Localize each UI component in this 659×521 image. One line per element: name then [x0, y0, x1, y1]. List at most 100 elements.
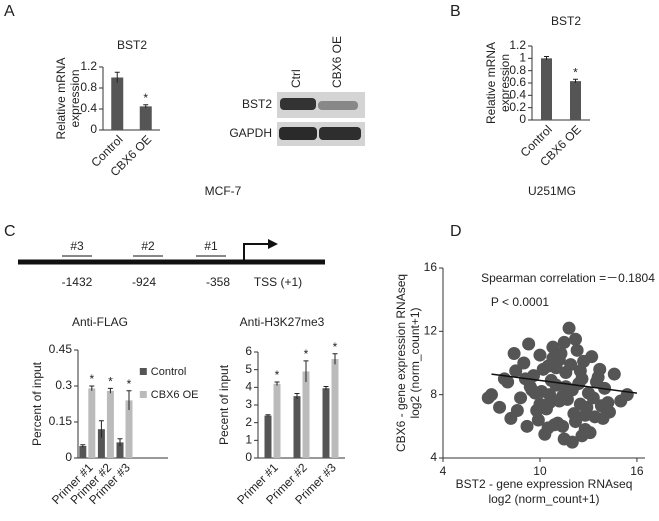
- trend-line: [491, 373, 638, 394]
- y-axis-label: expression: [498, 54, 512, 112]
- blot-row-label: BST2: [242, 97, 272, 111]
- site-label: #1: [204, 239, 218, 253]
- scatter-point: [533, 348, 547, 362]
- panel-label: B: [450, 3, 461, 20]
- tss-arrow: [243, 243, 270, 262]
- scatter-point: [552, 394, 566, 408]
- bar: [139, 106, 152, 130]
- panel-label: C: [4, 223, 16, 240]
- y-tick-label: 3: [245, 397, 252, 411]
- y-tick-label: 0.6: [509, 75, 526, 89]
- bar: [125, 400, 133, 458]
- y-tick-label: 0: [519, 112, 526, 126]
- scatter-point: [564, 358, 578, 372]
- blot-row-label: GAPDH: [229, 126, 272, 140]
- y-tick-label: 16: [424, 260, 438, 274]
- chart-title: BST2: [117, 38, 147, 52]
- error-bar: [323, 385, 329, 390]
- scatter-point: [493, 400, 507, 414]
- significance-mark: *: [127, 377, 132, 391]
- scatter-point: [557, 335, 571, 349]
- scatter-point: [556, 419, 570, 433]
- scatter-point: [528, 386, 542, 400]
- significance-mark: *: [108, 375, 113, 389]
- site-label: #3: [70, 239, 84, 253]
- blot-lane-label: Ctrl: [289, 69, 303, 88]
- error-bar: [303, 360, 309, 383]
- scatter-point: [569, 332, 583, 346]
- annotation: P < 0.0001: [491, 295, 549, 309]
- scatter-point: [562, 321, 576, 335]
- western-blot: BST2 GAPDH Ctrl CBX6 OE: [229, 36, 365, 146]
- site-label: #2: [141, 239, 155, 253]
- scatter-point: [573, 364, 587, 378]
- scatter-point: [536, 362, 550, 376]
- scatter-point: [575, 429, 589, 443]
- site-position: -1432: [62, 275, 93, 289]
- chart-title: Anti-FLAG: [72, 315, 128, 329]
- y-tick-label: 12: [424, 324, 438, 338]
- y-tick-label: 1: [245, 433, 252, 447]
- significance-mark: *: [333, 340, 338, 354]
- scatter-point: [533, 397, 547, 411]
- y-tick-label: 4: [245, 380, 252, 394]
- error-bar: [265, 414, 271, 417]
- scatter-point: [607, 367, 621, 381]
- bar: [302, 371, 310, 458]
- scatter-point: [578, 408, 592, 422]
- y-axis-label: expression: [68, 69, 82, 127]
- x-axis-label: BST2 - gene expression RNAseq: [456, 477, 633, 491]
- error-bar: [107, 387, 113, 394]
- site-position: -358: [206, 275, 230, 289]
- y-tick-label: 1.2: [80, 59, 97, 73]
- scatter-point: [590, 375, 604, 389]
- scatter-point: [541, 421, 555, 435]
- significance-mark: *: [275, 368, 280, 382]
- y-axis-label: Relative mRNA: [484, 42, 498, 124]
- y-tick-label: 6: [245, 344, 252, 358]
- bar: [570, 81, 581, 120]
- band: [280, 98, 316, 110]
- scatter-point: [593, 362, 607, 376]
- error-bar: [114, 71, 120, 83]
- significance-mark: *: [304, 347, 309, 361]
- scatter-point: [543, 388, 557, 402]
- x-axis-label: log2 (norm_count+1): [488, 492, 599, 506]
- bar: [106, 390, 114, 458]
- y-tick-label: 0.8: [509, 63, 526, 77]
- caption: U251MG: [528, 184, 576, 198]
- scatter-point: [544, 373, 558, 387]
- promoter-diagram: #3 #2 #1 -1432 -924 -358 TSS (+1): [18, 239, 325, 289]
- scatter-point: [586, 391, 600, 405]
- error-bar: [332, 353, 338, 365]
- scatter-point: [510, 404, 524, 417]
- scatter-point: [572, 377, 586, 391]
- y-axis-label: Relative mRNA: [54, 57, 68, 139]
- scatter-point: [596, 411, 610, 425]
- y-tick-label: 0: [90, 122, 97, 136]
- bar: [116, 442, 124, 458]
- bar: [79, 446, 87, 458]
- y-tick-label: 0.3: [55, 378, 72, 392]
- significance-mark: *: [89, 372, 94, 386]
- bar: [264, 415, 272, 458]
- x-tick-label: 4: [440, 464, 447, 478]
- scatter-point: [620, 388, 634, 402]
- panel-label: A: [4, 3, 15, 20]
- scatter-point: [481, 391, 495, 405]
- y-tick-label: 8: [430, 387, 437, 401]
- scatter-point: [522, 337, 536, 351]
- chart-title: BST2: [551, 14, 581, 28]
- scatter-point: [531, 413, 545, 427]
- error-bar: [126, 390, 132, 410]
- y-axis-label: log2 (norm_count+1): [408, 307, 422, 418]
- error-bar: [80, 444, 86, 448]
- y-tick-label: 0.4: [80, 101, 97, 115]
- y-tick-label: 1: [519, 51, 526, 65]
- y-tick-label: 0: [65, 450, 72, 464]
- y-tick-label: 0.15: [49, 414, 73, 428]
- error-bar: [98, 420, 104, 438]
- bar: [273, 383, 281, 458]
- error-bar: [294, 393, 300, 399]
